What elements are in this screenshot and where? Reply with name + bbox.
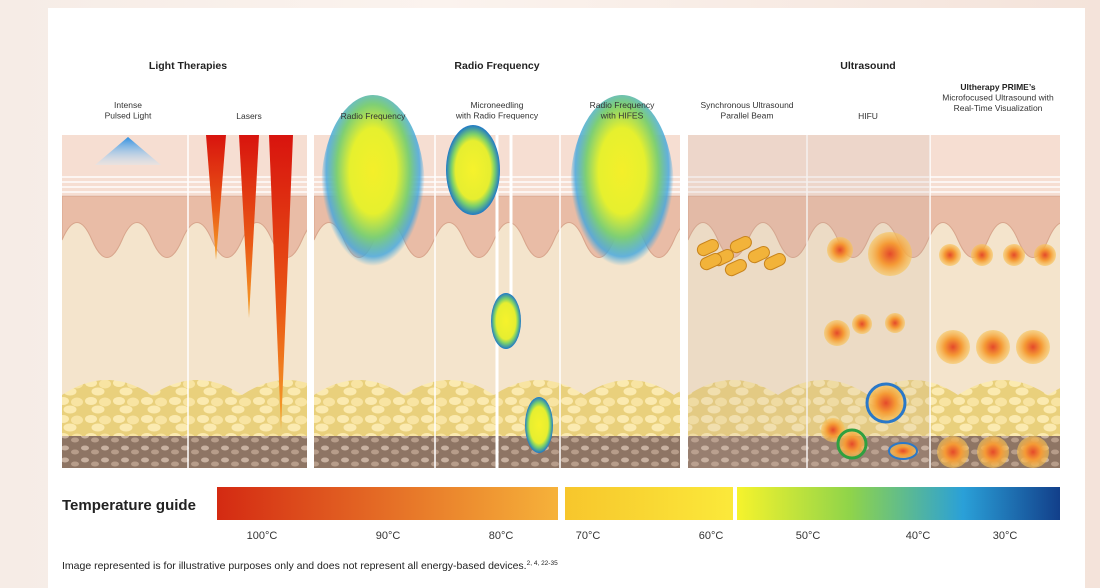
temperature-label: 80°C [489,530,514,542]
skin-illustration [62,95,1060,468]
skin-stripe [688,186,1060,188]
heat-spot [939,244,961,266]
footnote: Image represented is for illustrative pu… [62,560,558,572]
ultrasound-cylinder [729,235,752,254]
ipl-light [95,137,161,165]
temperature-label: 40°C [906,530,931,542]
skin-stripe [688,176,1060,178]
skin-stripe [62,176,307,178]
column-label: Synchronous Ultrasound [700,100,793,110]
group-title: Radio Frequency [454,60,539,72]
column-label: Parallel Beam [721,111,774,121]
column-label: Real-Time Visualization [954,103,1043,113]
heat-spot [1003,244,1025,266]
ultrasound-cylinder [724,258,747,277]
shade [688,135,807,468]
muscle [62,436,307,468]
column-label: Lasers [236,111,262,121]
gradient-segment [565,487,733,520]
column-label: with Radio Frequency [455,111,539,121]
skin-stripe [62,181,307,183]
footnote-text: Image represented is for illustrative pu… [62,560,527,572]
heat-spot [836,428,868,460]
ultrasound-cylinder [763,252,786,271]
heat-spot [865,382,907,424]
column-label: HIFU [858,111,878,121]
temperature-label: 90°C [376,530,401,542]
heat-spot [977,436,1009,468]
heat-spot [1016,330,1050,364]
ultrasound-cylinder [696,238,719,257]
temperature-label: 70°C [576,530,601,542]
skin-stripe [688,191,1060,193]
column-label: Ultherapy PRIME’s [960,82,1036,92]
column-label: Radio Frequency [341,111,406,121]
skin-stripe [62,191,307,193]
heat-spot [852,314,872,334]
ultrasound-cylinder [699,252,722,271]
epidermis [688,135,1060,195]
temperature-label: 100°C [247,530,278,542]
fat-layer [62,380,307,440]
group-title: Light Therapies [149,60,227,72]
heat-spot [971,244,993,266]
ultrasound-cylinder [747,245,770,264]
guide-title: Temperature guide [62,497,196,514]
shade [807,135,930,468]
heat-spot [827,237,853,263]
rf-heat [491,293,521,349]
rf-heat [446,125,500,215]
column-label: Intense [114,100,142,110]
rf-heat [321,95,425,285]
heat-spot [1017,436,1049,468]
laser-beam [239,135,259,318]
laser-beam [206,135,226,260]
group-title: Ultrasound [840,60,895,72]
heat-spot [936,330,970,364]
column-label: Microfocused Ultrasound with [942,93,1054,103]
temperature-label: 50°C [796,530,821,542]
skin-stripe [62,186,307,188]
temperature-label: 60°C [699,530,724,542]
skin-stripe [688,181,1060,183]
heat-spot [1034,244,1056,266]
heat-spot [824,320,850,346]
heat-spot [885,313,905,333]
column-label: Pulsed Light [105,111,152,121]
column-label: Microneedling [471,100,524,110]
heat-spot [868,232,912,276]
gradient-segment [217,487,558,520]
footnote-refs: 2, 4, 22-35 [527,560,558,567]
rf-heat [570,95,674,285]
heat-spot [888,442,918,460]
heat-spot [937,436,969,468]
laser-beam [269,135,293,430]
heat-spot [976,330,1010,364]
gradient-segment [737,487,1060,520]
rf-heat [525,397,553,453]
temperature-label: 30°C [993,530,1018,542]
column-label: with HIFES [600,111,644,121]
column-label: Radio Frequency [590,100,655,110]
